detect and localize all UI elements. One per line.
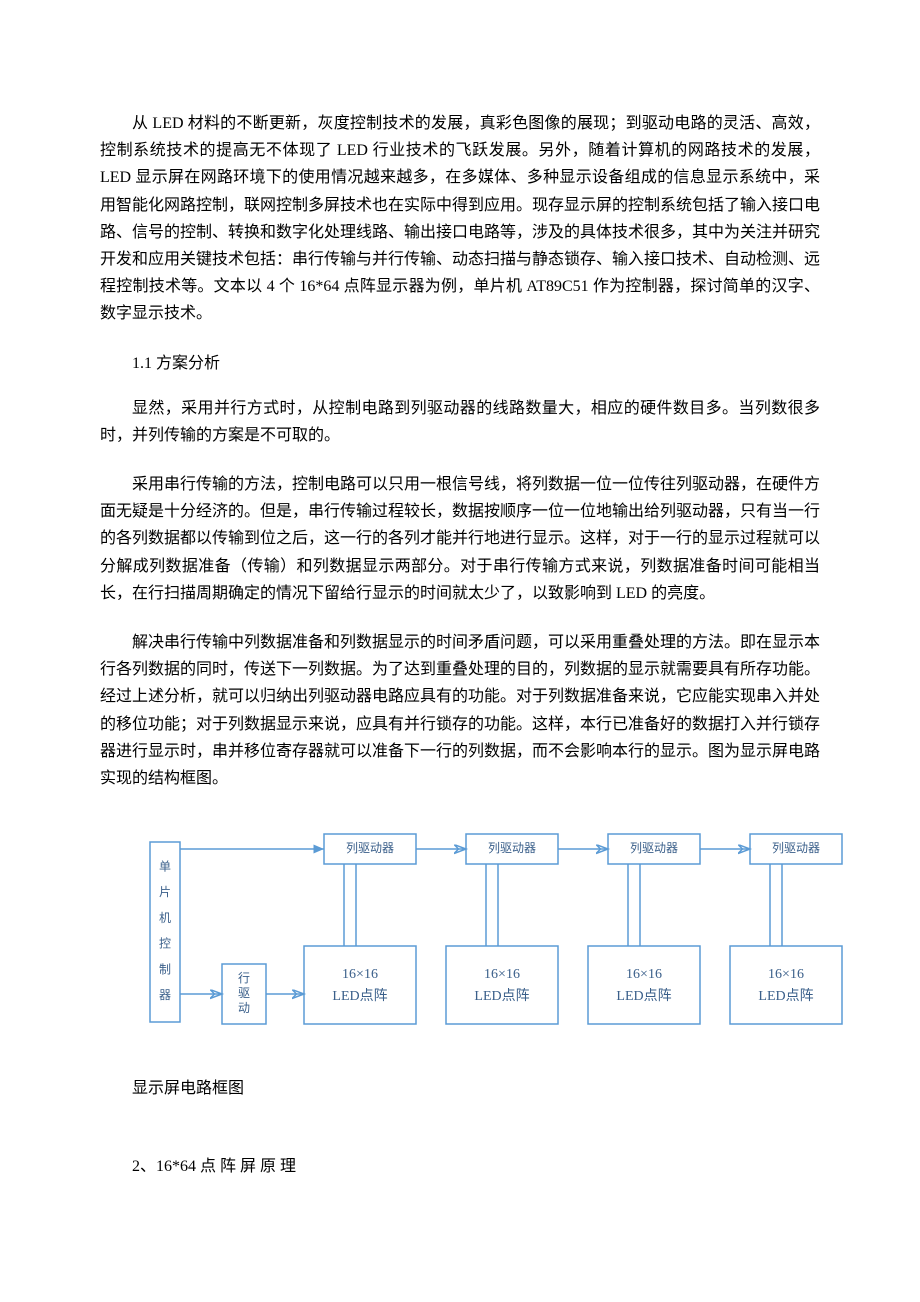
diagram-svg: 单片机控制器 行驱动 列驱动器 列驱动器 列驱动器 列驱动器 16×16 LED点阵 16×16…: [132, 814, 852, 1054]
svg-text:制: 制: [159, 962, 171, 976]
section-heading-2: 2、16*64 点 阵 屏 原 理: [100, 1153, 820, 1180]
svg-text:16×16: 16×16: [626, 967, 662, 982]
svg-text:LED点阵: LED点阵: [474, 988, 529, 1004]
svg-text:器: 器: [159, 988, 171, 1002]
svg-text:列驱动器: 列驱动器: [772, 841, 820, 855]
diagram-caption: 显示屏电路框图: [100, 1075, 820, 1102]
document-page: 从 LED 材料的不断更新，灰度控制技术的发展，真彩色图像的展现；到驱动电路的灵…: [0, 0, 920, 1258]
paragraph-2: 显然，采用并行方式时，从控制电路到列驱动器的线路数量大，相应的硬件数目多。当列数…: [100, 395, 820, 449]
paragraph-intro: 从 LED 材料的不断更新，灰度控制技术的发展，真彩色图像的展现；到驱动电路的灵…: [100, 110, 820, 328]
svg-text:16×16: 16×16: [484, 967, 520, 982]
svg-text:列驱动器: 列驱动器: [630, 841, 678, 855]
svg-text:列驱动器: 列驱动器: [346, 841, 394, 855]
svg-text:16×16: 16×16: [342, 967, 378, 982]
svg-text:行: 行: [238, 971, 250, 985]
svg-text:列驱动器: 列驱动器: [488, 841, 536, 855]
svg-text:动: 动: [238, 1001, 250, 1015]
svg-text:LED点阵: LED点阵: [758, 988, 813, 1004]
svg-text:机: 机: [159, 911, 171, 925]
svg-text:LED点阵: LED点阵: [332, 988, 387, 1004]
svg-text:驱: 驱: [238, 986, 250, 1000]
svg-text:LED点阵: LED点阵: [616, 988, 671, 1004]
svg-text:控: 控: [159, 937, 171, 951]
svg-text:16×16: 16×16: [768, 967, 804, 982]
paragraph-4: 解决串行传输中列数据准备和列数据显示的时间矛盾问题，可以采用重叠处理的方法。即在…: [100, 629, 820, 792]
svg-text:片: 片: [159, 885, 171, 899]
section-heading-1-1: 1.1 方案分析: [100, 350, 820, 377]
svg-text:单: 单: [159, 860, 171, 874]
paragraph-3: 采用串行传输的方法，控制电路可以只用一根信号线，将列数据一位一位传往列驱动器，在…: [100, 471, 820, 607]
block-diagram: 单片机控制器 行驱动 列驱动器 列驱动器 列驱动器 列驱动器 16×16 LED点阵 16×16…: [100, 814, 820, 1063]
